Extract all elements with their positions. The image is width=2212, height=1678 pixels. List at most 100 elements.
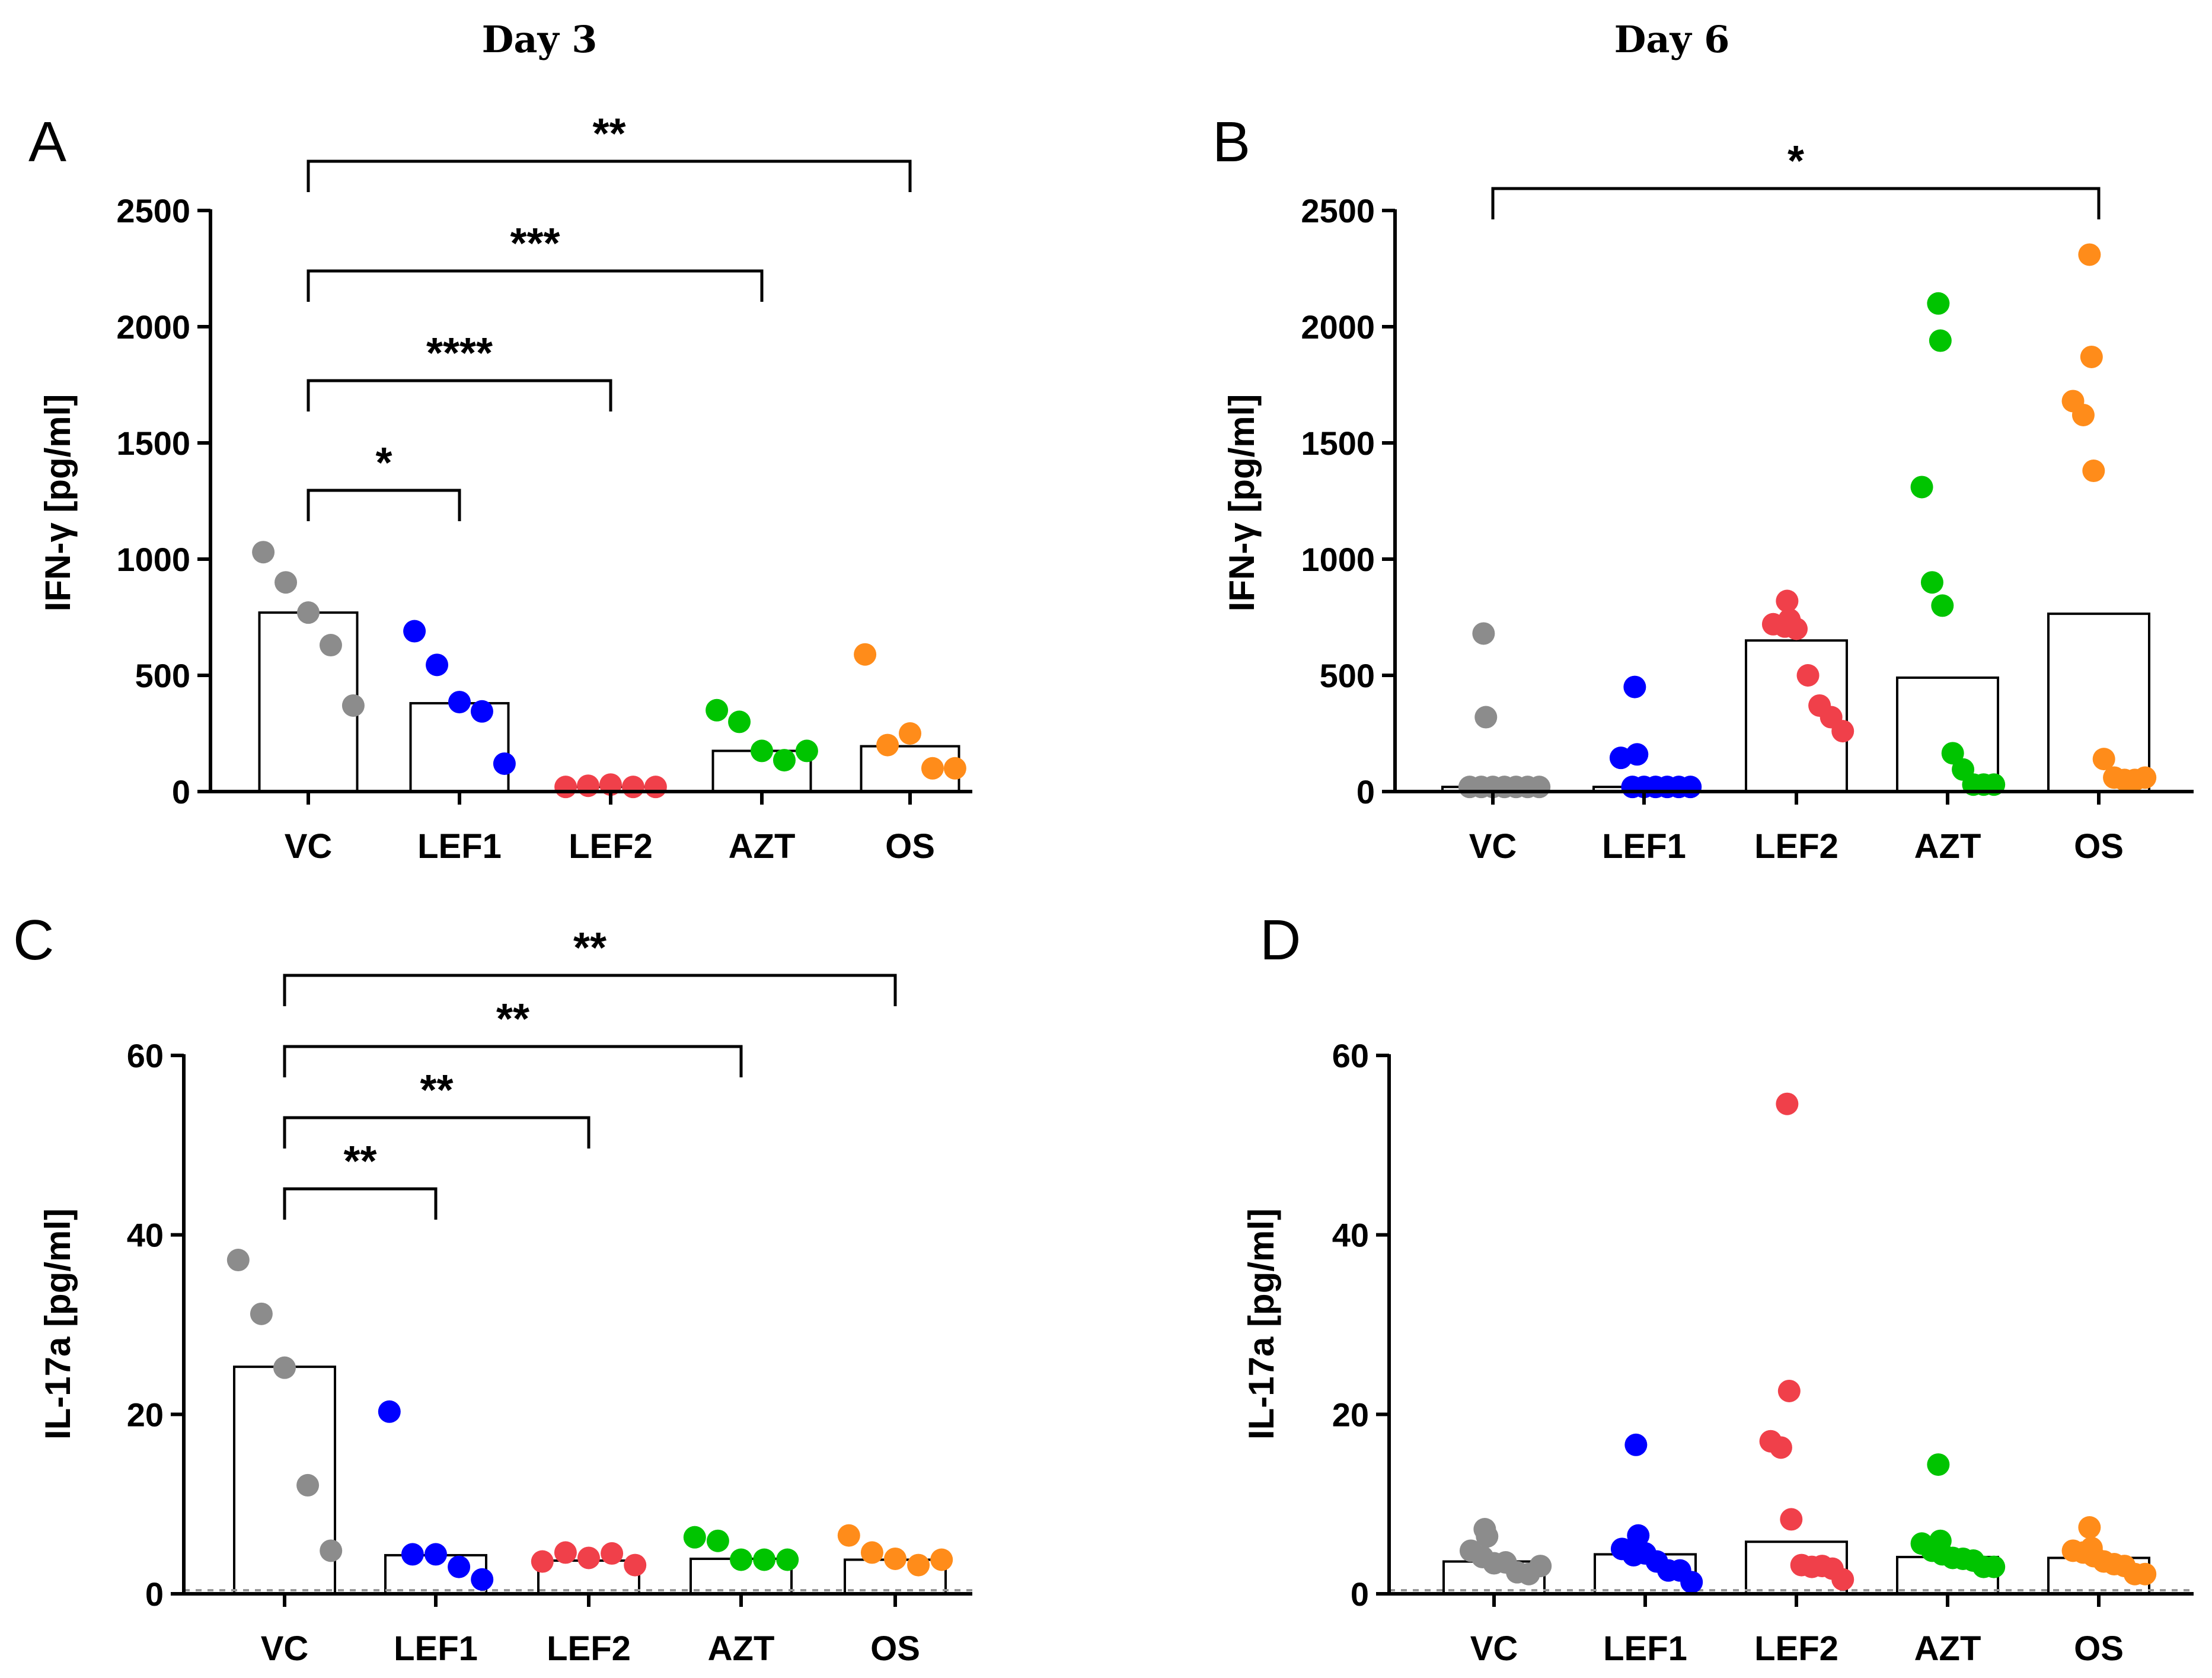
significance-bracket-c-os [283,974,897,1006]
column-label-day3: Day 3 [482,18,598,61]
panel-b: B IFN-γ [pg/ml] 0 500 1000 1500 2000 2500 VC LE… [1212,110,2194,866]
x-tick-label-b-lef1: LEF1 [1602,827,1686,866]
panel-d: D IL-17a [pg/ml] 0 20 40 60 VC LEF1 LEF2 AZT OS [1241,908,2194,1668]
point-b-lef1-9 [1679,776,1702,799]
y-tick-label-c-20: 20 [127,1396,164,1433]
x-tick-label-c-azt: AZT [708,1629,775,1668]
point-b-os-6 [2092,748,2115,771]
y-tick-label-b-1000: 1000 [1301,541,1375,578]
significance-label-a-lef2: **** [426,330,493,377]
y-tick-label-a-0: 0 [172,773,190,811]
point-c-lef2-2 [554,1541,577,1564]
significance-label-b-os: * [1788,138,1804,185]
x-tick-label-a-os: OS [885,827,935,866]
y-tick-label-b-2000: 2000 [1301,308,1375,346]
point-c-azt-4 [753,1548,776,1571]
point-a-azt-4 [773,749,796,772]
point-a-os-4 [921,757,944,780]
point-a-vc-2 [274,571,298,594]
point-b-os-4 [2071,403,2095,426]
point-d-lef1-1 [1624,1433,1648,1456]
point-b-azt-4 [1920,571,1943,594]
y-axis-title-a: IFN-γ [pg/ml] [38,394,78,612]
point-d-vc-2 [1476,1525,1499,1548]
point-c-os-4 [907,1553,930,1577]
point-b-lef1-1 [1623,675,1646,698]
significance-bracket-c-lef2 [283,1116,590,1149]
point-d-lef2-4 [1769,1436,1792,1459]
point-c-azt-5 [776,1548,799,1571]
significance-bracket-c-lef1 [283,1187,438,1220]
x-tick-label-b-azt: AZT [1914,827,1981,866]
point-d-lef2-2 [1777,1379,1801,1402]
point-a-lef1-5 [493,752,516,775]
column-label-day6: Day 6 [1614,18,1730,61]
significance-label-a-azt: *** [510,220,560,267]
bar-b-azt [1896,676,1999,793]
significance-label-a-lef1: * [375,439,392,487]
y-tick-label-b-0: 0 [1356,773,1375,811]
point-b-azt-5 [1931,594,1954,617]
x-tick-label-c-os: OS [870,1629,920,1668]
panel-letter-d: D [1260,908,1301,972]
point-b-lef1-3 [1609,747,1632,770]
significance-label-c-azt: ** [496,996,529,1043]
point-a-vc-4 [319,634,342,657]
point-c-lef1-1 [378,1400,401,1423]
point-c-lef2-1 [531,1550,554,1573]
bar-c-vc [233,1366,336,1596]
bar-a-vc [258,611,359,793]
point-a-os-3 [899,722,921,745]
significance-label-c-os: ** [573,924,607,972]
point-c-lef1-5 [471,1568,494,1591]
y-tick-label-c-40: 40 [127,1217,164,1254]
point-d-lef2-10 [1831,1568,1854,1591]
point-b-os-10 [2134,766,2157,789]
bar-a-lef1 [409,702,510,793]
y-tick-label-b-1500: 1500 [1301,425,1375,462]
point-a-lef1-2 [426,653,449,677]
point-c-os-5 [930,1548,953,1571]
point-b-vc-1 [1472,622,1495,645]
point-a-azt-5 [795,739,818,763]
point-c-vc-4 [296,1473,320,1497]
significance-label-c-lef2: ** [420,1067,453,1114]
point-b-os-5 [2082,460,2105,483]
point-d-lef1-2 [1627,1524,1650,1547]
point-c-os-2 [860,1541,883,1564]
point-c-azt-2 [706,1529,729,1552]
panel-letter-c: C [13,908,54,972]
point-c-lef2-4 [601,1542,624,1565]
point-d-azt-10 [1983,1555,2006,1578]
point-b-azt-2 [1929,329,1952,352]
point-a-lef2-5 [644,776,667,799]
point-d-vc-9 [1529,1555,1552,1578]
point-c-azt-1 [683,1526,706,1549]
point-b-os-1 [2078,243,2101,266]
x-tick-label-d-vc: VC [1470,1629,1518,1668]
point-b-lef2-6 [1796,664,1820,687]
x-tick-label-a-lef1: LEF1 [417,827,502,866]
point-b-azt-6 [1941,742,1964,765]
x-tick-label-a-lef2: LEF2 [569,827,653,866]
point-c-lef2-3 [577,1546,600,1569]
point-a-vc-5 [341,694,365,717]
y-tick-label-a-1000: 1000 [116,541,190,578]
y-tick-label-a-500: 500 [135,657,190,694]
y-tick-label-d-0: 0 [1351,1575,1369,1613]
point-c-lef1-3 [424,1543,447,1566]
y-tick-label-d-40: 40 [1332,1217,1369,1254]
x-tick-label-b-lef2: LEF2 [1754,827,1838,866]
significance-label-a-os: ** [592,110,625,158]
point-b-vc-9 [1528,776,1551,799]
panel-c: C IL-17a [pg/ml] 0 20 40 60 VC LEF1 LEF2 AZT OS *… [13,908,972,1668]
significance-bracket-c-azt [283,1045,743,1077]
panel-a: A IFN-γ [pg/ml] 0 500 1000 1500 2000 2500 VC LE… [28,110,972,866]
point-a-os-5 [943,757,966,780]
y-axis-title-b: IFN-γ [pg/ml] [1222,394,1262,612]
point-b-os-2 [2080,345,2103,368]
y-axis-title-c: IL-17a [pg/ml] [38,1208,78,1440]
y-tick-label-d-20: 20 [1332,1396,1369,1433]
significance-bracket-a-azt [307,269,764,302]
